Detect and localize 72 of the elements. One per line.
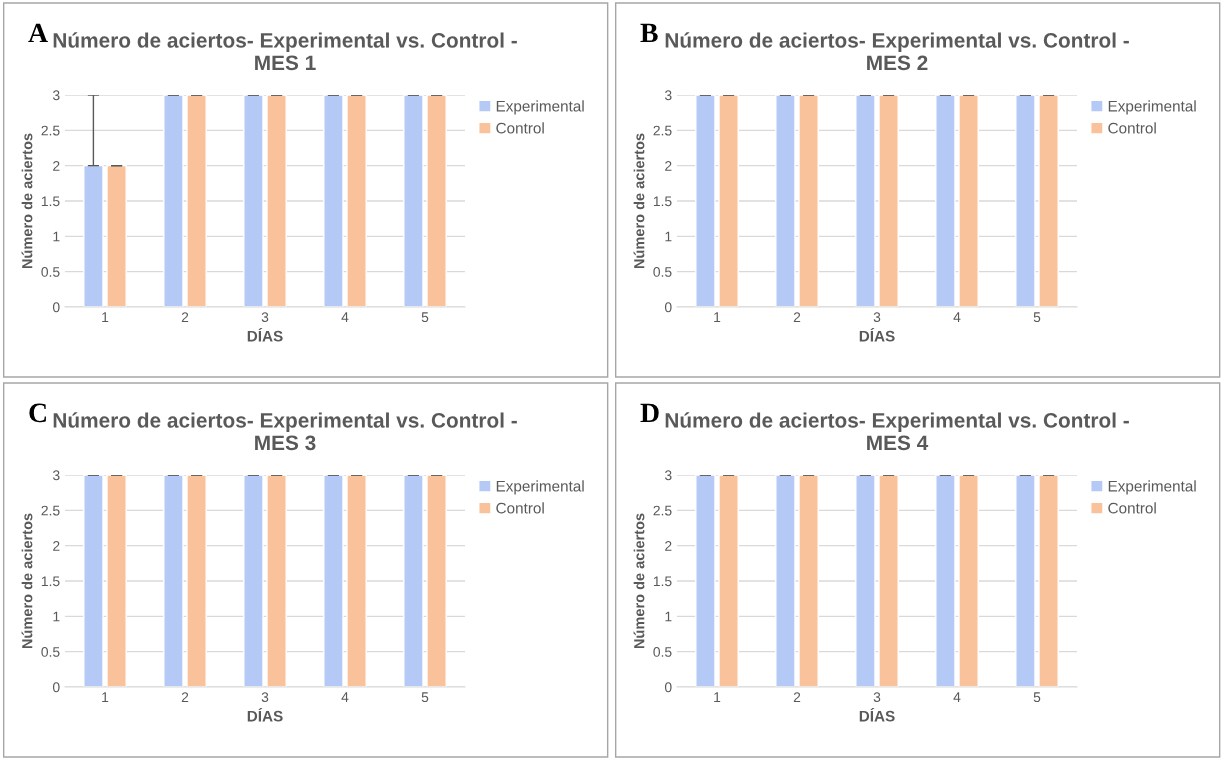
y-tick-label: 0.5 [653, 267, 672, 277]
y-tick-label: 2 [53, 541, 60, 551]
legend-label: Control [496, 502, 544, 514]
y-tick-label: 2.5 [41, 125, 60, 136]
x-tick-label: 1 [102, 312, 109, 322]
x-axis-title: DÍAS [247, 707, 283, 722]
y-tick-label: 0 [664, 682, 672, 693]
x-axis-title: DÍAS [859, 707, 895, 722]
y-tick-label: 2 [665, 161, 672, 171]
x-tick-label: 2 [181, 692, 189, 702]
chart-title: Número de aciertos- Experimental vs. Control - MES 1 [53, 32, 517, 71]
y-tick-label: 0.5 [653, 647, 672, 657]
x-tick-label: 3 [873, 692, 881, 703]
text: C [29, 403, 46, 423]
legend-label: Control [1108, 122, 1156, 134]
y-tick-label: 0.5 [41, 647, 60, 657]
x-tick-label: 3 [261, 312, 269, 323]
y-tick-label: 3 [664, 470, 672, 481]
chart-title: Número de aciertos- Experimental vs. Control - MES 3 [53, 412, 517, 451]
x-tick-label: 1 [714, 312, 721, 322]
chart-title: Número de aciertos- Experimental vs. Control - MES 2 [665, 32, 1129, 71]
y-tick-label: 1.5 [41, 196, 60, 207]
x-axis-title: DÍAS [859, 327, 895, 342]
x-axis-title: DÍAS [247, 327, 283, 342]
legend-label: Experimental [496, 100, 584, 115]
text: A [28, 23, 48, 42]
y-tick-label: 3 [52, 90, 60, 101]
y-tick-label: 0 [52, 302, 60, 313]
y-tick-label: 2.5 [653, 125, 672, 136]
y-axis-title: Número de aciertos [21, 133, 33, 269]
legend-label: Control [496, 122, 544, 134]
y-tick-label: 1 [53, 611, 60, 622]
x-tick-label: 4 [953, 692, 961, 702]
text: D [640, 403, 659, 423]
x-tick-label: 2 [793, 692, 801, 702]
x-tick-label: 1 [102, 692, 109, 702]
y-tick-label: 1.5 [653, 576, 672, 587]
y-tick-label: 2.5 [41, 505, 60, 516]
y-tick-label: 0.5 [41, 267, 60, 277]
y-tick-label: 1 [665, 611, 672, 622]
y-tick-label: 2 [665, 541, 672, 551]
x-tick-label: 5 [421, 312, 429, 323]
x-tick-label: 2 [793, 312, 801, 322]
x-tick-label: 5 [421, 692, 429, 703]
chart-title: Número de aciertos- Experimental vs. Control - MES 4 [665, 412, 1129, 451]
y-tick-label: 3 [52, 470, 60, 481]
y-axis-title: Número de aciertos [21, 513, 33, 649]
x-tick-label: 4 [341, 692, 349, 702]
x-tick-label: 3 [873, 312, 881, 323]
y-axis-title: Número de aciertos [633, 513, 645, 649]
text: B [640, 23, 658, 43]
y-tick-label: 1 [53, 231, 60, 242]
x-tick-label: 5 [1033, 692, 1041, 703]
y-tick-label: 2.5 [653, 505, 672, 516]
x-tick-label: 4 [953, 312, 961, 322]
y-tick-label: 3 [664, 90, 672, 101]
y-axis-title: Número de aciertos [633, 133, 645, 269]
legend-label: Experimental [1108, 480, 1196, 495]
legend-label: Experimental [1108, 100, 1196, 115]
y-tick-label: 2 [53, 161, 60, 171]
x-tick-label: 5 [1033, 312, 1041, 323]
x-tick-label: 3 [261, 692, 269, 703]
x-tick-label: 2 [181, 312, 189, 322]
y-tick-label: 1 [665, 231, 672, 242]
y-tick-label: 0 [664, 302, 672, 313]
x-tick-label: 4 [341, 312, 349, 322]
y-tick-label: 1.5 [41, 576, 60, 587]
legend-label: Experimental [496, 480, 584, 495]
x-tick-label: 1 [714, 692, 721, 702]
y-tick-label: 0 [52, 682, 60, 693]
legend-label: Control [1108, 502, 1156, 514]
y-tick-label: 1.5 [653, 196, 672, 207]
